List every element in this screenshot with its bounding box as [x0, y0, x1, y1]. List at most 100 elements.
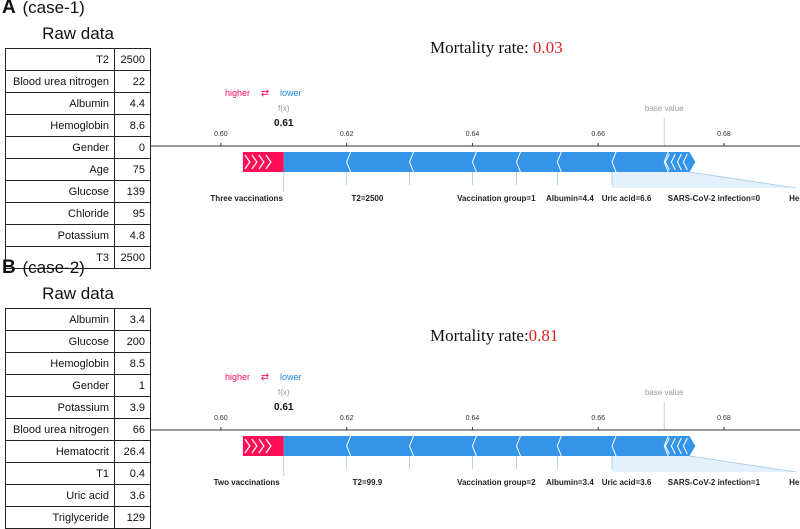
- higher-chevron: [265, 154, 272, 170]
- lower-segment-divider: [515, 435, 521, 457]
- lower-chevron: [664, 437, 670, 455]
- table-row: Albumin 3.4: [5, 308, 151, 331]
- row-value: 22: [114, 70, 151, 93]
- lower-chevron: [676, 437, 682, 455]
- lower-chevron: [676, 153, 682, 171]
- row-name: Gender: [5, 136, 115, 159]
- fx-label: f(x): [278, 388, 290, 397]
- lower-segment-divider: [471, 151, 477, 173]
- row-name: Gender: [5, 374, 115, 397]
- table-row: Albumin 4.4: [5, 92, 151, 115]
- table-row: Chloride 95: [5, 202, 151, 225]
- lower-segment-divider: [556, 151, 562, 173]
- x-tick-label: 0.66: [591, 415, 605, 422]
- lower-segment-divider: [409, 435, 415, 457]
- row-value: 129: [114, 506, 151, 529]
- row-value: 1: [114, 374, 151, 397]
- table-row: Blood urea nitrogen 66: [5, 418, 151, 441]
- legend-arrows-icon: ⇄: [261, 372, 269, 383]
- table-row: Glucose 200: [5, 330, 151, 353]
- row-value: 4.8: [114, 224, 151, 247]
- row-name: T3: [5, 246, 115, 269]
- raw-data-table: Albumin 3.4 Glucose 200 Hemoglobin 8.5 Gend…: [5, 308, 151, 529]
- lower-segment-divider: [471, 435, 477, 457]
- lower-bar: [283, 436, 696, 456]
- row-name: Hemoglobin: [5, 352, 115, 375]
- row-value: 8.5: [114, 352, 151, 375]
- force-plot: higher ⇄ lower f(x) 0.61 base value 0.60 0.62 0.…: [150, 88, 800, 203]
- feature-label: Three vaccinations: [210, 194, 283, 203]
- table-row: Potassium 4.8: [5, 224, 151, 247]
- feature-connector-line: [689, 455, 797, 473]
- row-name: T2: [5, 48, 115, 71]
- row-name: Chloride: [5, 202, 115, 225]
- lower-chevron: [670, 437, 676, 455]
- lower-bar: [283, 152, 696, 172]
- table-row: T3 2500: [5, 246, 151, 269]
- row-value: 3.4: [114, 308, 151, 331]
- row-value: 66: [114, 418, 151, 441]
- raw-data-title: Raw data: [42, 24, 114, 43]
- base-value-label: base value: [645, 388, 684, 397]
- feature-connectors: [346, 171, 797, 189]
- panel-label: A (case-1): [2, 0, 85, 19]
- feature-label: Albumin=4.4: [546, 194, 594, 203]
- table-row: Age 75: [5, 158, 151, 181]
- row-name: Potassium: [5, 396, 115, 419]
- base-value-label: base value: [645, 104, 684, 113]
- mortality-value: 0.03: [532, 38, 563, 57]
- row-value: 8.6: [114, 114, 151, 137]
- mortality-rate: Mortality rate:0.81: [430, 326, 558, 346]
- feature-label: Vaccination group=2: [457, 478, 536, 487]
- lower-segment-divider: [409, 151, 415, 173]
- row-name: Potassium: [5, 224, 115, 247]
- mortality-value: 0.81: [528, 326, 559, 345]
- x-tick-label: 0.68: [717, 131, 731, 138]
- row-name: Albumin: [5, 92, 115, 115]
- lower-chevron: [682, 153, 688, 171]
- panel-b: B (case-2) Raw data Albumin 3.4 Glucose 20…: [0, 257, 800, 529]
- row-value: 2500: [114, 48, 151, 71]
- feature-label: Uric acid=6.6: [602, 194, 652, 203]
- fx-label: f(x): [278, 104, 290, 113]
- row-name: Age: [5, 158, 115, 181]
- higher-chevron: [258, 438, 265, 454]
- feature-label: T2=2500: [352, 194, 384, 203]
- higher-chevron: [244, 154, 251, 170]
- row-name: Blood urea nitrogen: [5, 418, 115, 441]
- fx-value: 0.61: [274, 402, 294, 413]
- lower-segment-divider: [515, 151, 521, 173]
- row-name: Triglyceride: [5, 506, 115, 529]
- row-value: 26.4: [114, 440, 151, 463]
- higher-chevron: [251, 438, 258, 454]
- mortality-label: Mortality rate:: [430, 326, 529, 345]
- row-value: 2500: [114, 246, 151, 269]
- lower-chevron: [670, 153, 676, 171]
- table-row: T1 0.4: [5, 462, 151, 485]
- table-row: Hemoglobin 8.6: [5, 114, 151, 137]
- raw-data-title: Raw data: [42, 284, 114, 303]
- panel-a: A (case-1) Raw data T2 2500 Blood urea ni…: [0, 0, 800, 269]
- feature-label: SARS-CoV-2 infection=1: [668, 478, 761, 487]
- table-row: Potassium 3.9: [5, 396, 151, 419]
- lower-chevron: [664, 153, 670, 171]
- row-value: 4.4: [114, 92, 151, 115]
- table-row: Uric acid 3.6: [5, 484, 151, 507]
- lower-chevron: [682, 437, 688, 455]
- row-value: 3.9: [114, 396, 151, 419]
- row-name: Blood urea nitrogen: [5, 70, 115, 93]
- row-value: 200: [114, 330, 151, 353]
- mortality-label: Mortality rate:: [430, 38, 533, 57]
- x-tick-label: 0.68: [717, 415, 731, 422]
- feature-connector-line: [689, 171, 797, 189]
- x-tick-label: 0.60: [214, 131, 228, 138]
- feature-label: Albumin=3.4: [546, 478, 594, 487]
- row-value: 139: [114, 180, 151, 203]
- legend-lower: lower: [280, 372, 302, 382]
- higher-chevron: [244, 438, 251, 454]
- table-row: Hematocrit 26.4: [5, 440, 151, 463]
- row-name: T1: [5, 462, 115, 485]
- panel-letter: B: [2, 257, 16, 278]
- higher-chevron: [265, 438, 272, 454]
- lower-segment-divider: [611, 151, 617, 173]
